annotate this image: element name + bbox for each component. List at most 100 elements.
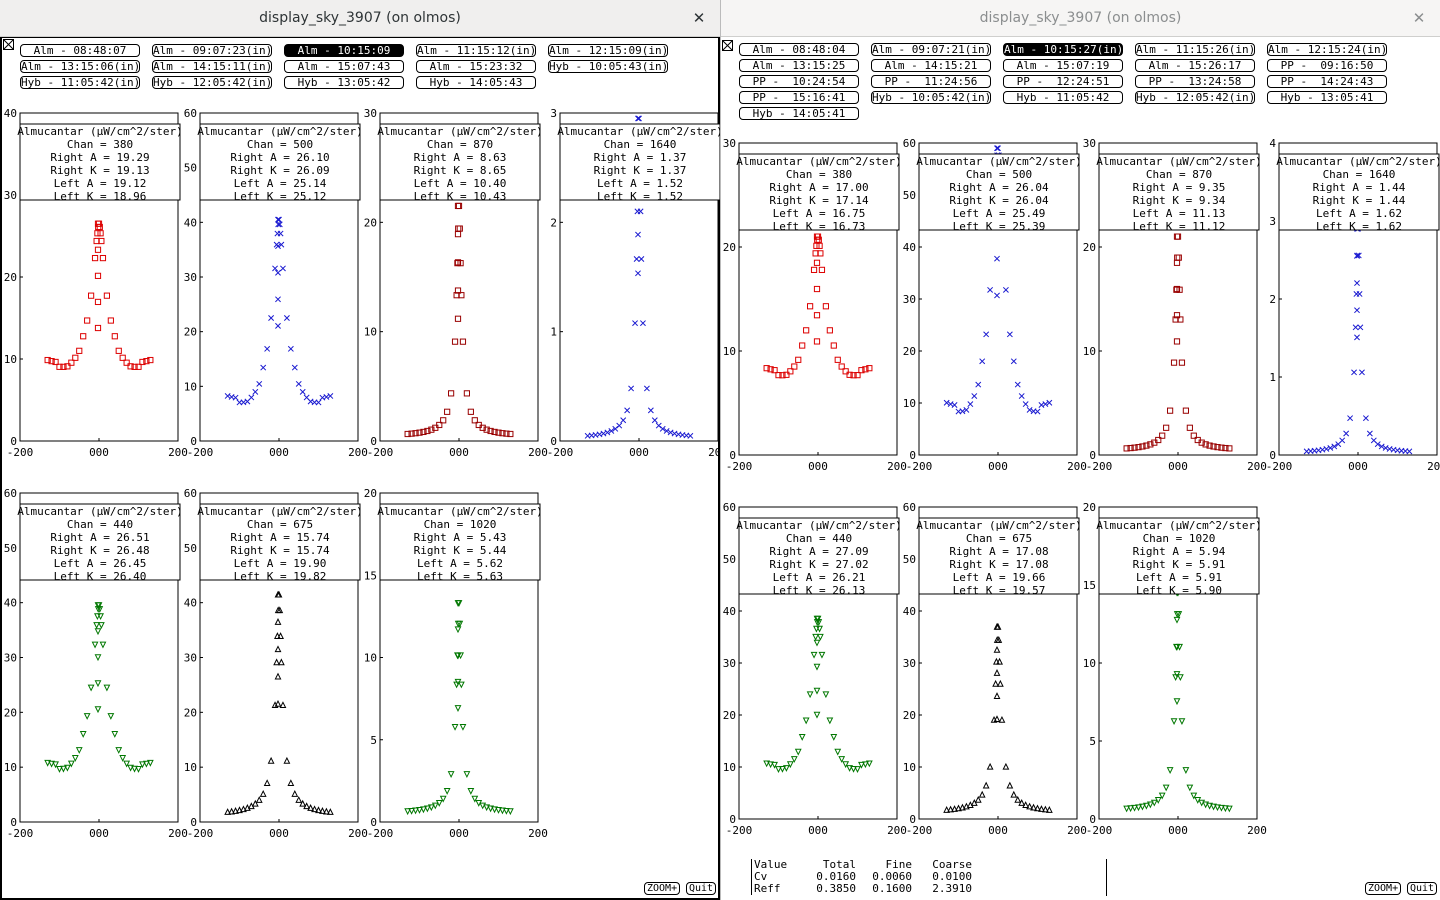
legend-entry: Right K = 26.09 <box>230 164 329 177</box>
data-point <box>287 779 295 787</box>
data-point <box>663 428 670 434</box>
x-box-icon[interactable] <box>3 39 14 50</box>
data-select-button[interactable]: Hyb - 10:05:43(in) <box>548 60 668 73</box>
data-select-button[interactable]: PP - 10:24:54 <box>739 75 859 88</box>
data-select-button[interactable]: Hyb - 12:05:42(in) <box>1135 91 1255 104</box>
y-tick-label: 60 <box>903 501 916 514</box>
data-select-button[interactable]: Alm - 14:15:11(in) <box>152 60 272 73</box>
data-point <box>471 795 479 803</box>
data-point <box>454 626 462 634</box>
data-select-button[interactable]: Alm - 08:48:04 <box>739 43 859 56</box>
legend-entry: Right K = 5.44 <box>414 544 507 557</box>
data-point <box>52 761 59 769</box>
close-icon[interactable]: ✕ <box>1412 9 1426 27</box>
data-select-button[interactable]: Alm - 08:48:07 <box>20 44 140 57</box>
data-select-button[interactable]: Alm - 12:15:09(in) <box>548 44 668 57</box>
data-select-button[interactable]: Alm - 10:15:27(in) <box>1003 43 1123 56</box>
data-select-button[interactable]: Alm - 09:07:23(in) <box>152 44 272 57</box>
data-select-button[interactable]: Alm - 10:15:09 <box>284 44 404 57</box>
close-icon[interactable]: ✕ <box>692 9 706 27</box>
data-select-button[interactable]: Hyb - 11:05:42(in) <box>20 76 140 89</box>
data-point <box>295 796 303 803</box>
data-point <box>822 691 830 699</box>
data-point <box>111 333 118 340</box>
data-point <box>146 759 154 767</box>
data-select-button[interactable]: Alm - 11:15:12(in) <box>416 44 536 57</box>
data-select-button[interactable]: Alm - 15:26:17 <box>1135 59 1255 72</box>
quit-button[interactable]: Quit <box>1407 882 1438 895</box>
data-point <box>467 788 475 795</box>
window-titlebar[interactable]: display_sky_3907 (on olmos) ✕ <box>721 0 1440 37</box>
data-point <box>816 633 824 641</box>
data-point <box>862 366 869 373</box>
legend-entry: Left K = 5.90 <box>1136 584 1222 597</box>
data-point <box>451 723 459 731</box>
data-select-button[interactable]: Alm - 12:15:24(in) <box>1267 43 1387 56</box>
data-select-button[interactable]: Hyb - 14:05:43 <box>416 76 536 89</box>
data-select-button[interactable]: Alm - 13:15:25 <box>739 59 859 72</box>
data-select-button[interactable]: Alm - 13:15:06(in) <box>20 60 140 73</box>
data-point <box>994 292 1000 299</box>
data-point <box>272 265 279 272</box>
data-select-button[interactable]: PP - 15:16:41 <box>739 91 859 104</box>
data-point <box>127 363 134 370</box>
data-point <box>783 371 790 378</box>
data-select-button[interactable]: PP - 09:16:50 <box>1267 59 1387 72</box>
data-point <box>276 216 282 223</box>
y-tick-label: 30 <box>4 652 17 665</box>
data-point <box>812 633 820 641</box>
data-point <box>440 417 447 424</box>
plot-area: Alm - 08:48:04 Alm - 09:07:21(in) Alm - 10… <box>721 37 1440 900</box>
data-select-button[interactable]: Alm - 15:07:43 <box>284 60 404 73</box>
data-select-button[interactable]: Alm - 11:15:26(in) <box>1135 43 1255 56</box>
data-select-button[interactable]: Alm - 15:07:19 <box>1003 59 1123 72</box>
data-select-button[interactable]: Hyb - 12:05:42(in) <box>152 76 272 89</box>
data-select-button[interactable]: Hyb - 10:05:42(in) <box>871 91 991 104</box>
data-select-button[interactable]: PP - 13:24:58 <box>1135 75 1255 88</box>
data-point <box>813 615 821 623</box>
data-select-button[interactable]: Alm - 15:23:32 <box>416 60 536 73</box>
data-select-button[interactable]: PP - 14:24:43 <box>1267 75 1387 88</box>
data-select-button[interactable]: Hyb - 11:05:42 <box>1003 91 1123 104</box>
zoom-button[interactable]: ZOOM+ <box>1365 882 1402 895</box>
data-select-button[interactable]: PP - 11:24:56 <box>871 75 991 88</box>
legend-box <box>19 503 181 581</box>
data-point <box>408 807 416 815</box>
legend-title: Almucantar (µW/cm^2/ster) <box>17 125 183 138</box>
legend-entry: Right A = 26.04 <box>949 181 1049 194</box>
data-point <box>1018 799 1026 806</box>
legend-box <box>738 517 900 595</box>
legend-entry: Chan = 1640 <box>1323 168 1396 181</box>
data-point <box>436 421 443 429</box>
data-point <box>240 805 247 813</box>
data-point <box>1010 790 1018 798</box>
legend-entry: Left A = 5.62 <box>417 557 503 570</box>
data-point <box>1351 369 1358 376</box>
data-point <box>998 715 1006 723</box>
data-point <box>260 364 267 371</box>
data-select-button[interactable]: Alm - 09:07:21(in) <box>871 43 991 56</box>
data-point <box>815 619 823 626</box>
data-select-button[interactable]: Alm - 14:15:21 <box>871 59 991 72</box>
x-box-icon[interactable] <box>722 40 733 51</box>
data-point <box>983 331 990 338</box>
data-point <box>88 292 95 299</box>
data-point <box>763 365 770 372</box>
data-point <box>1034 804 1041 812</box>
data-select-button[interactable]: PP - 12:24:51 <box>1003 75 1123 88</box>
zoom-button[interactable]: ZOOM+ <box>644 882 681 895</box>
table-cell: 0.3850 <box>816 882 856 895</box>
data-point <box>276 606 284 614</box>
data-point <box>1022 401 1029 408</box>
value-table-header: Value Total Fine Coarse <box>754 859 972 871</box>
data-select-button[interactable]: Hyb - 13:05:41 <box>1267 91 1387 104</box>
data-point <box>647 407 654 414</box>
data-point <box>94 680 102 688</box>
data-select-button[interactable]: Hyb - 13:05:42 <box>284 76 404 89</box>
data-point <box>255 796 263 803</box>
data-point <box>139 761 146 769</box>
quit-button[interactable]: Quit <box>686 882 717 895</box>
data-point <box>44 759 52 767</box>
data-select-button[interactable]: Hyb - 14:05:41 <box>739 107 859 120</box>
window-titlebar[interactable]: display_sky_3907 (on olmos) ✕ <box>0 0 720 37</box>
